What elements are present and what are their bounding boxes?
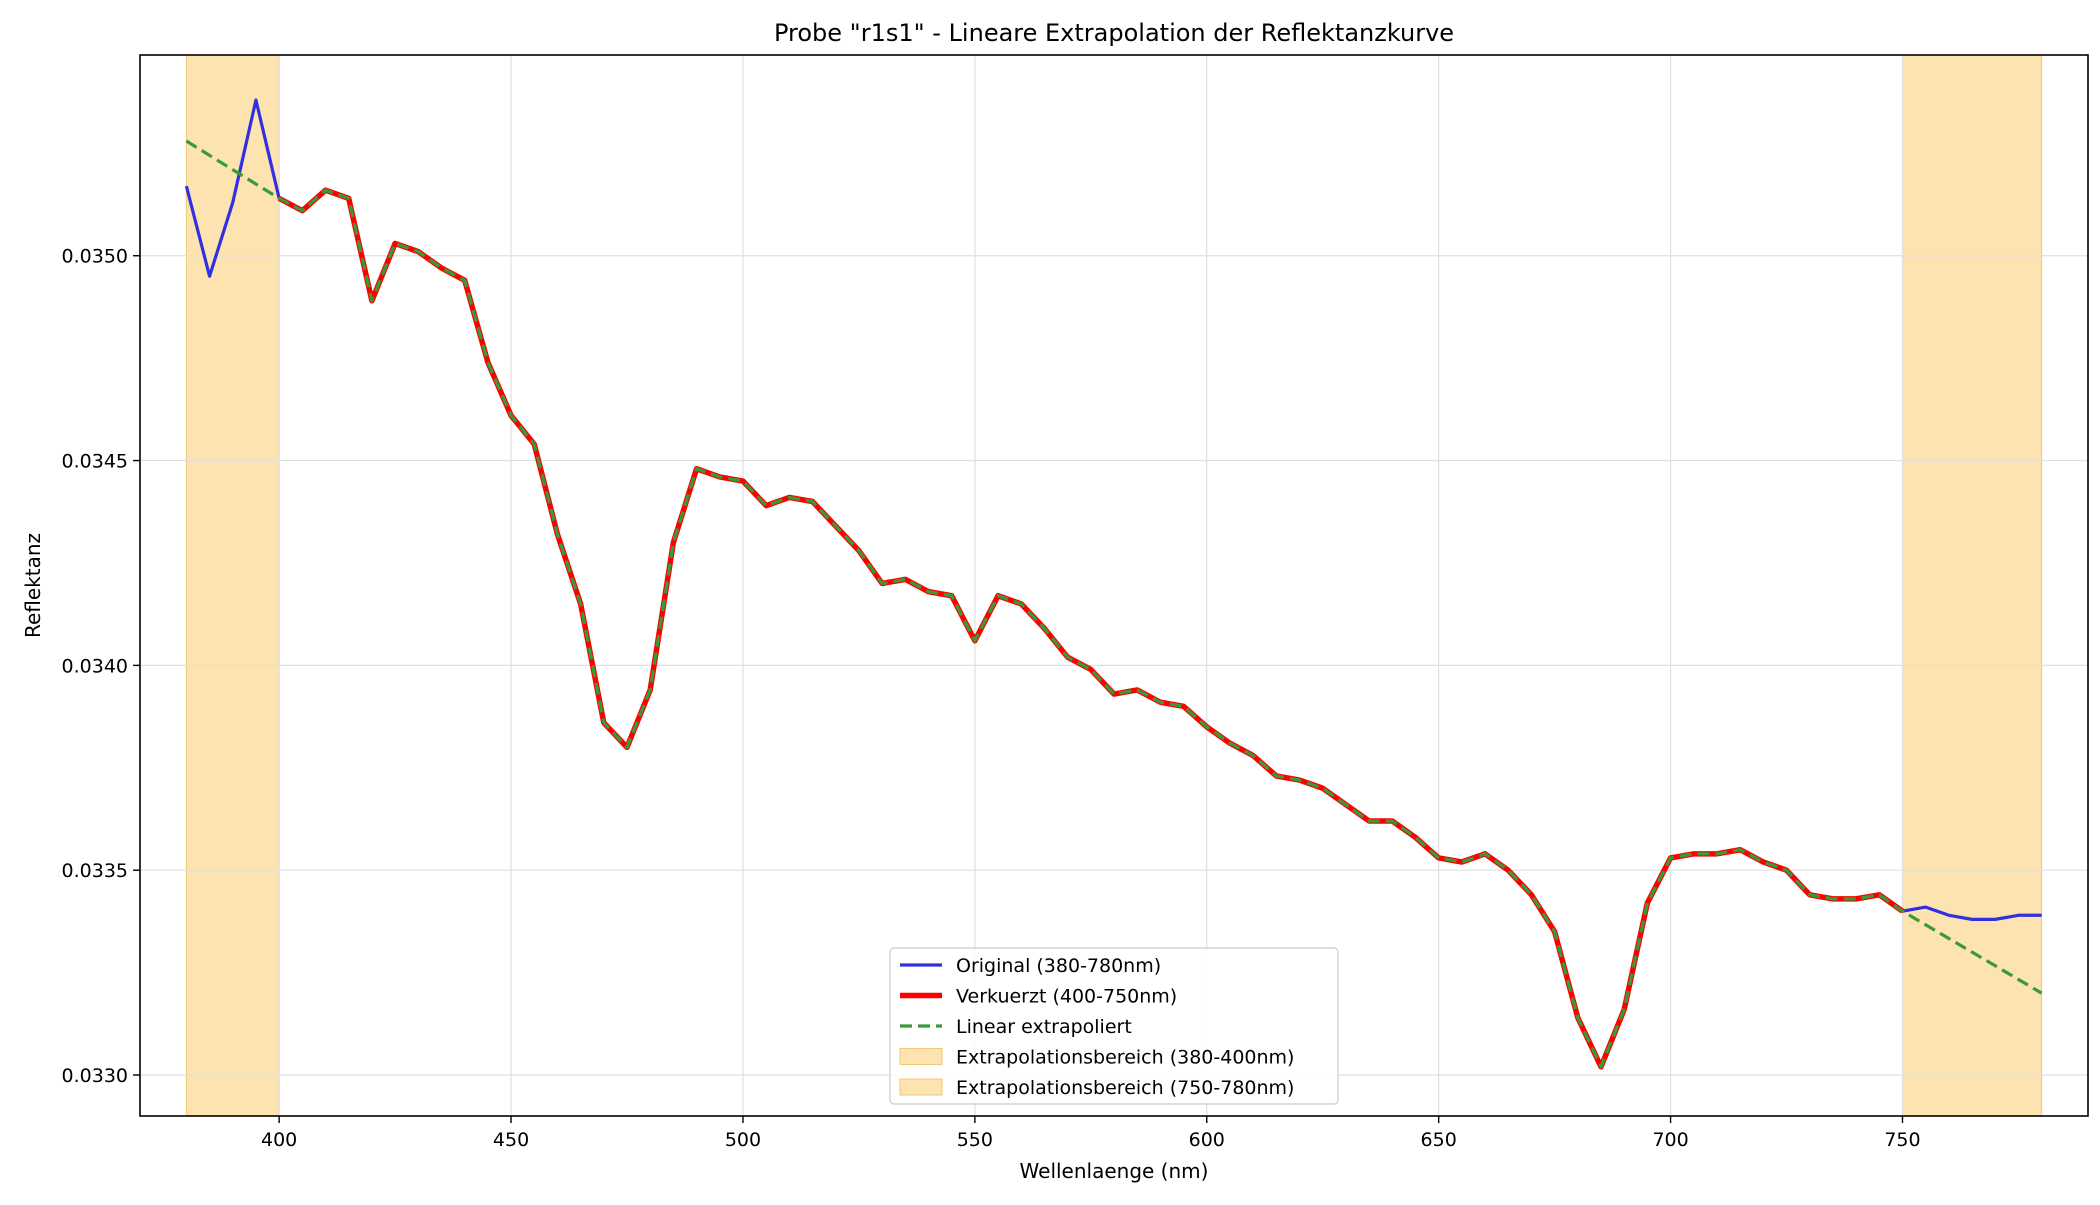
- extrapolation-region-0: [185, 54, 280, 1117]
- x-tick-label: 550: [957, 1129, 993, 1151]
- x-tick-label: 750: [1884, 1129, 1920, 1151]
- y-tick-label: 0.0335: [62, 860, 128, 882]
- chart-title: Probe "r1s1" - Lineare Extrapolation der…: [774, 19, 1454, 47]
- y-axis-label: Reflektanz: [21, 533, 45, 638]
- y-tick-label: 0.0350: [62, 246, 128, 268]
- legend-label-shortened: Verkuerzt (400-750nm): [956, 986, 1177, 1008]
- legend-label-extrapolated: Linear extrapoliert: [956, 1016, 1132, 1038]
- x-tick-label: 600: [1189, 1129, 1225, 1151]
- x-tick-label: 500: [725, 1129, 761, 1151]
- shaded-regions: [185, 54, 2043, 1117]
- x-tick-label: 650: [1421, 1129, 1457, 1151]
- legend: Original (380-780nm) Verkuerzt (400-750n…: [889, 947, 1339, 1105]
- legend-label-region-left: Extrapolationsbereich (380-400nm): [956, 1047, 1294, 1069]
- x-tick-label: 450: [493, 1129, 529, 1151]
- y-tick-label: 0.0330: [62, 1065, 128, 1087]
- plot-frame: [139, 54, 2089, 1117]
- legend-swatch-region-left: [899, 1048, 943, 1065]
- x-tick-label: 400: [261, 1129, 297, 1151]
- series-lines: [184, 98, 2043, 1070]
- series-extrapolated-line: [185, 139, 2043, 1069]
- legend-box: [889, 947, 1339, 1105]
- x-axis-label: Wellenlaenge (nm): [1020, 1159, 1209, 1183]
- y-tick-label: 0.0345: [62, 451, 128, 473]
- axis-ticks: 400 450 500 550 600 650 700 750 0.0330 0.0335 0.03…: [62, 246, 1921, 1151]
- legend-swatch-region-right: [899, 1078, 943, 1096]
- legend-label-region-right: Extrapolationsbereich (750-780nm): [956, 1077, 1294, 1099]
- y-tick-label: 0.0340: [62, 655, 128, 677]
- extrapolation-region-1: [1901, 54, 2043, 1117]
- legend-label-original: Original (380-780nm): [956, 955, 1161, 977]
- x-tick-label: 700: [1652, 1129, 1688, 1151]
